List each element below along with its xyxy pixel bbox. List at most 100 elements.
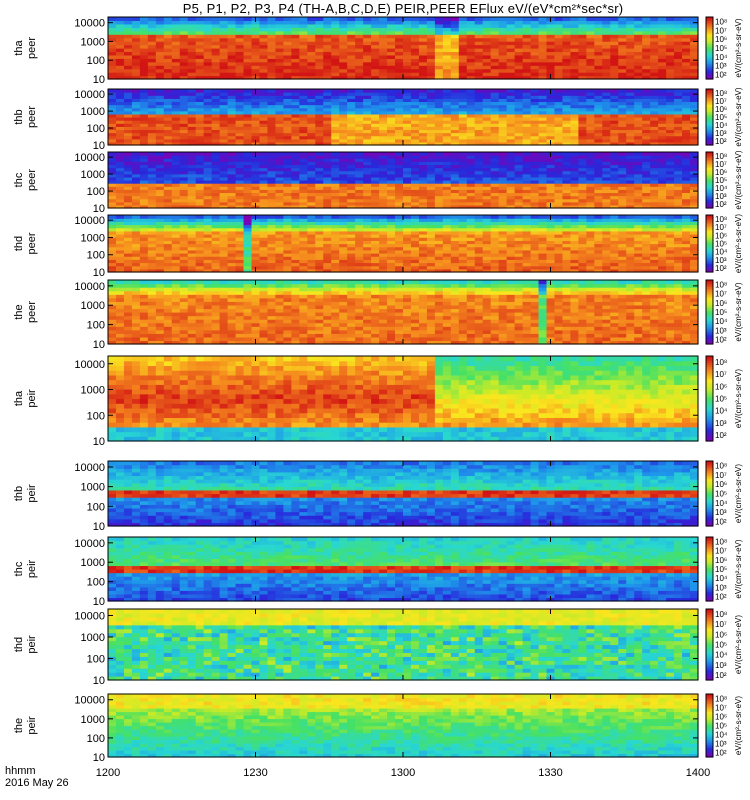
spectrogram-cell	[586, 41, 595, 46]
spectrogram-cell	[211, 120, 221, 124]
spectrogram-cell	[115, 141, 125, 146]
spectrogram-cell	[403, 61, 412, 66]
spectrogram-cell	[442, 75, 452, 80]
spectrogram-cell	[498, 161, 508, 166]
spectrogram-cell	[395, 240, 404, 245]
spectrogram-cell	[323, 161, 332, 166]
spectrogram-cell	[147, 113, 157, 118]
spectrogram-cell	[267, 44, 277, 49]
spectrogram-cell	[450, 152, 460, 156]
spectrogram-cell	[331, 17, 340, 22]
spectrogram-cell	[562, 198, 572, 203]
spectrogram-cell	[195, 180, 205, 184]
spectrogram-cell	[666, 173, 675, 178]
spectrogram-cell	[482, 17, 492, 22]
spectrogram-cell	[195, 95, 205, 99]
spectrogram-cell	[243, 204, 253, 209]
spectrogram-cell	[227, 215, 237, 219]
spectrogram-cell	[538, 65, 548, 70]
spectrogram-cell	[450, 58, 460, 63]
spectrogram-cell	[682, 141, 691, 146]
spectrogram-cell	[410, 75, 420, 80]
spectrogram-cell	[578, 98, 587, 103]
spectrogram-cell	[315, 204, 324, 209]
spectrogram-cell	[323, 259, 332, 264]
spectrogram-cell	[108, 110, 117, 115]
spectrogram-cell	[315, 95, 324, 99]
spectrogram-cell	[267, 75, 277, 80]
spectrogram-cell	[403, 218, 412, 222]
spectrogram-cell	[307, 268, 316, 273]
spectrogram-cell	[458, 201, 468, 206]
spectrogram-cell	[522, 158, 532, 162]
spectrogram-cell	[355, 135, 364, 140]
spectrogram-cell	[355, 89, 364, 93]
spectrogram-cell	[650, 117, 659, 121]
spectrogram-cell	[379, 240, 388, 245]
spectrogram-cell	[211, 117, 221, 121]
spectrogram-cell	[418, 126, 428, 131]
spectrogram-cell	[634, 201, 643, 206]
spectrogram-cell	[395, 54, 404, 59]
spectrogram-cell	[530, 58, 540, 63]
spectrogram-cell	[163, 138, 173, 143]
spectrogram-cell	[203, 72, 213, 77]
spectrogram-cell	[626, 54, 635, 59]
spectrogram-cell	[403, 117, 412, 121]
spectrogram-cell	[387, 186, 396, 190]
spectrogram-cell	[466, 180, 476, 184]
spectrogram-cell	[123, 195, 133, 200]
spectrogram-cell	[570, 204, 579, 209]
spectrogram-cell	[211, 161, 221, 166]
colorbar-tick-label: 10⁸	[715, 17, 727, 26]
spectrogram-cell	[211, 107, 221, 112]
spectrogram-cell	[363, 249, 372, 254]
spectrogram-cell	[594, 101, 603, 106]
spectrogram-cell	[243, 221, 253, 226]
spectrogram-cell	[371, 110, 380, 115]
spectrogram-cell	[139, 135, 149, 140]
spectrogram-cell	[538, 20, 548, 25]
spectrogram-cell	[363, 158, 372, 162]
spectrogram-cell	[530, 158, 540, 162]
spectrogram-cell	[259, 253, 269, 257]
spectrogram-cell	[387, 41, 396, 46]
spectrogram-cell	[347, 61, 356, 66]
spectrogram-cell	[586, 23, 595, 28]
spectrogram-cell	[139, 176, 149, 181]
spectrogram-cell	[434, 92, 444, 96]
spectrogram-cell	[578, 20, 587, 25]
spectrogram-cell	[307, 158, 316, 162]
spectrogram-cell	[115, 265, 125, 270]
spectrogram-cell	[211, 101, 221, 106]
spectrogram-cell	[363, 176, 372, 181]
spectrogram-cell	[594, 23, 603, 28]
spectrogram-cell	[243, 234, 253, 238]
spectrogram-cell	[259, 237, 269, 241]
spectrogram-cell	[618, 176, 627, 181]
spectrogram-cell	[666, 152, 675, 156]
spectrogram-cell	[123, 152, 133, 156]
spectrogram-cell	[466, 158, 476, 162]
spectrogram-cell	[634, 54, 643, 59]
spectrogram-cell	[203, 176, 213, 181]
spectrogram-cell	[578, 123, 587, 127]
spectrogram-cell	[442, 186, 452, 190]
spectrogram-cell	[466, 132, 476, 137]
spectrogram-cell	[450, 126, 460, 131]
spectrogram-cell	[187, 95, 197, 99]
spectrogram-cell	[466, 44, 476, 49]
spectrogram-cell	[339, 170, 348, 175]
spectrogram-cell	[331, 41, 340, 46]
spectrogram-cell	[538, 34, 548, 39]
spectrogram-cell	[347, 132, 356, 137]
spectrogram-cell	[275, 34, 284, 39]
spectrogram-cell	[203, 37, 213, 42]
spectrogram-cell	[674, 58, 683, 63]
spectrogram-cell	[602, 23, 611, 28]
spectrogram-cell	[307, 152, 316, 156]
spectrogram-cell	[323, 107, 332, 112]
spectrogram-cell	[115, 158, 125, 162]
spectrogram-cell	[347, 192, 356, 197]
spectrogram-cell	[578, 126, 587, 131]
